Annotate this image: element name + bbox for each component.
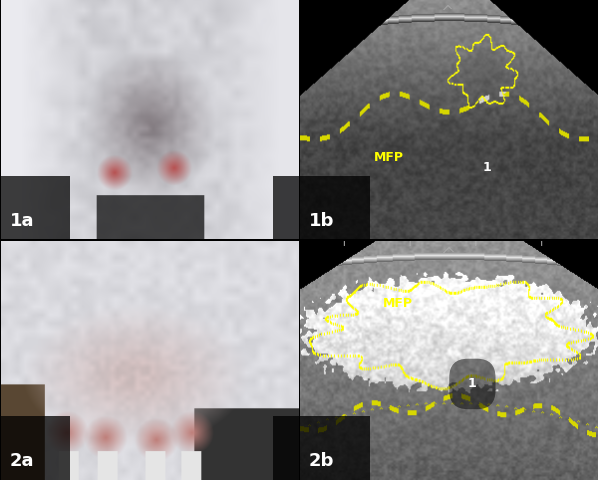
Text: 2a: 2a [10,452,34,470]
Text: 1b: 1b [309,212,334,230]
Text: 2b: 2b [309,452,334,470]
Text: MFP: MFP [383,298,413,311]
Text: 1a: 1a [10,212,34,230]
Text: MFP: MFP [374,151,404,164]
Text: 1: 1 [483,161,492,174]
Text: 1: 1 [468,377,477,390]
